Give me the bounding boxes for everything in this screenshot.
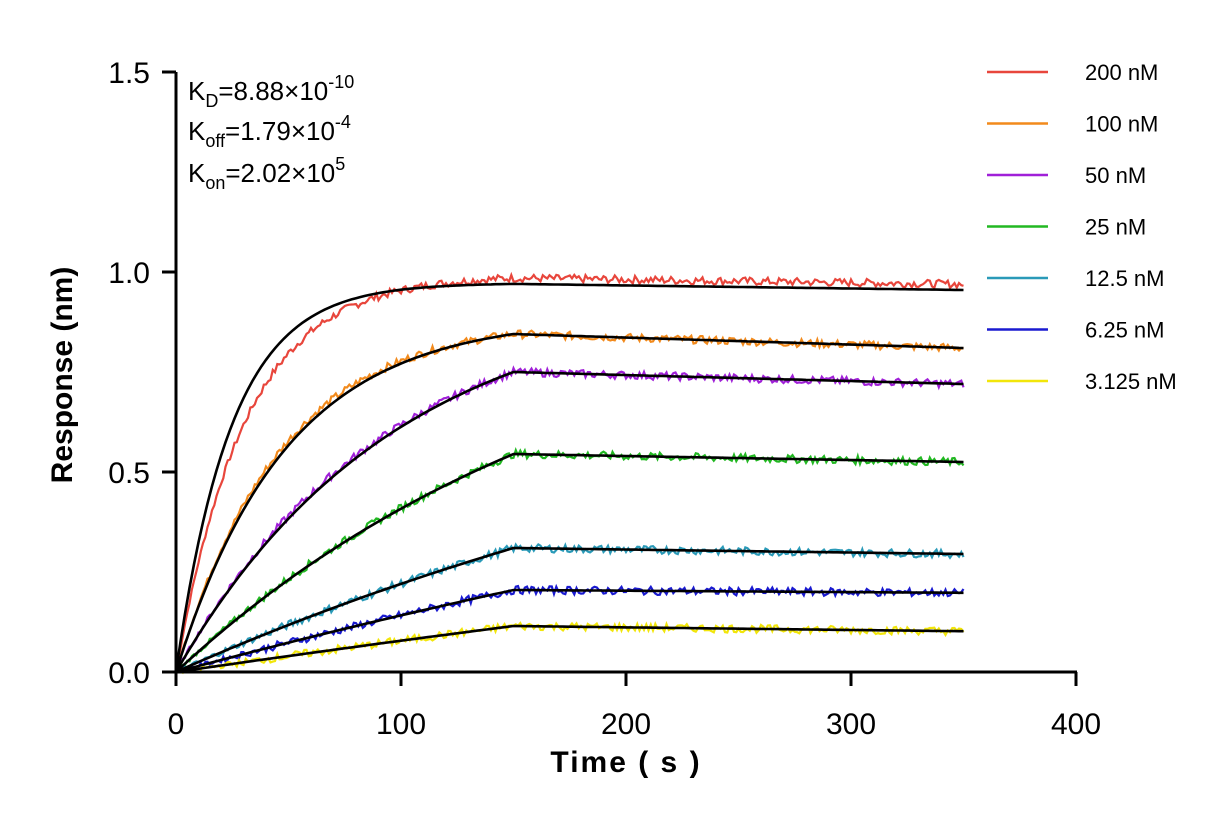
x-tick-label-300: 300: [826, 708, 876, 741]
fit-curve-100-nM: [174, 332, 964, 673]
fit-curve-6_25-nM: [175, 588, 964, 674]
y-tick-label-0: 0.0: [108, 657, 150, 690]
x-axis-title: Time ( s ): [550, 746, 701, 779]
legend-label-4: 12.5 nM: [1085, 266, 1165, 291]
legend-label-3: 25 nM: [1085, 215, 1146, 240]
fit-curve-200-nM: [174, 282, 964, 673]
legend-label-2: 50 nM: [1085, 163, 1146, 188]
x-tick-label-100: 100: [376, 708, 426, 741]
ticks-layer: 0 100 200 300 400 0.0 0.5 1.0 1.5: [108, 57, 1101, 741]
y-tick-label-0.5: 0.5: [108, 457, 150, 490]
koff-annotation: Koff=1.79×10-4: [188, 112, 351, 151]
y-tick-label-1.5: 1.5: [108, 57, 150, 90]
kd-annotation: KD=8.88×10-10: [188, 72, 354, 111]
series-200-nM-line: [174, 271, 964, 673]
kinetics-annotation: KD=8.88×10-10 Koff=1.79×10-4 Kon=2.02×10…: [188, 72, 354, 193]
fit-curve-3_125-nM: [175, 624, 964, 674]
legend-label-6: 3.125 nM: [1085, 369, 1177, 394]
x-tick-label-0: 0: [168, 708, 185, 741]
fit-curve-25-nM: [175, 452, 964, 673]
legend: 200 nM 100 nM 50 nM 25 nM 12.5 nM 6.25 nM 3.12…: [987, 60, 1177, 394]
x-tick-label-400: 400: [1051, 708, 1101, 741]
y-tick-label-1: 1.0: [108, 257, 150, 290]
series-6_25-nM-line: [175, 583, 965, 674]
kon-annotation: Kon=2.02×105: [188, 154, 345, 193]
fit-curve-12_5-nM: [175, 546, 964, 674]
series-50-nM-line: [174, 365, 965, 673]
legend-label-1: 100 nM: [1085, 112, 1158, 137]
legend-label-5: 6.25 nM: [1085, 318, 1165, 343]
x-tick-label-200: 200: [601, 708, 651, 741]
legend-label-0: 200 nM: [1085, 60, 1158, 85]
y-axis-title: Response (nm): [46, 267, 79, 484]
fit-curves-layer: [174, 282, 964, 674]
fit-curve-50-nM: [174, 370, 964, 673]
